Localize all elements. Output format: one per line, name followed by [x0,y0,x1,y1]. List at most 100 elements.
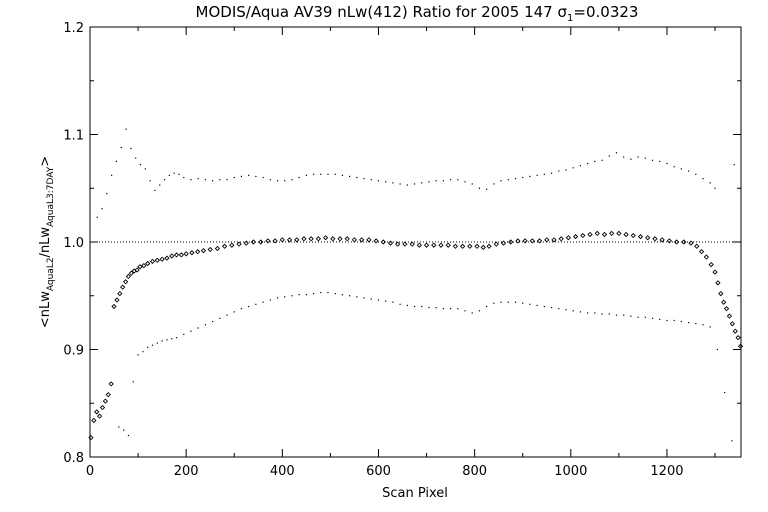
lower-envelope-point [695,323,697,325]
upper-envelope-point [406,184,408,186]
upper-envelope-point [464,181,466,183]
upper-envelope-point [190,179,192,181]
lower-envelope-point [702,324,704,326]
lower-envelope-point [421,305,423,308]
ratio-point [236,241,242,247]
lower-envelope-point [522,302,524,304]
ratio-point [508,239,514,245]
ratio-point [536,238,543,244]
ratio-point [423,242,430,248]
ratio-point [637,233,644,240]
x-tick-label: 800 [462,464,487,479]
y-tick-label: 0.9 [63,344,84,359]
lower-envelope-point [608,313,610,315]
lower-envelope-point [161,340,163,342]
lower-envelope-point [233,311,235,313]
lower-envelope-point [118,426,120,428]
upper-envelope-point [651,159,654,161]
ratio-point [108,381,114,387]
lower-envelope-point [240,308,243,310]
ratio-point [169,253,175,259]
upper-envelope-point [478,187,481,189]
lower-envelope-point [406,304,408,307]
upper-envelope-point [248,174,250,176]
ratio-point [416,242,422,248]
ratio-point [366,237,372,243]
upper-envelope-point [197,177,199,180]
ratio-point [315,236,322,242]
lower-envelope-point [579,311,582,313]
ratio-point [164,255,170,261]
lower-envelope-point [565,309,567,311]
upper-envelope-point [240,175,243,178]
upper-envelope-point [135,157,137,159]
ratio-point [729,321,735,327]
lower-envelope-point [327,291,329,294]
ratio-point [330,236,336,242]
ratio-point [322,235,329,241]
lower-envelope-point [442,308,444,310]
y-axis-label-mid: /nLw [38,227,53,258]
ratio-point [721,299,727,305]
y-tick-label: 0.8 [63,451,84,466]
ratio-point [265,238,271,244]
axis-ticks [89,26,741,458]
lower-envelope-point [471,312,473,314]
ratio-point [565,235,572,241]
upper-envelope-point [298,176,300,179]
ratio-point [572,233,579,240]
upper-envelope-point [226,179,228,181]
upper-envelope-point [111,174,113,176]
ratio-point [723,306,730,312]
upper-envelope-point [212,180,214,182]
upper-envelope-point [385,181,387,183]
ratio-point [666,238,672,244]
lower-envelope-point [219,317,221,319]
ratio-point [195,249,201,255]
upper-envelope-point [363,177,365,180]
upper-envelope-point [486,188,488,190]
ratio-point [387,240,394,246]
ratio-point [183,251,189,257]
upper-envelope-point [115,160,118,162]
lower-envelope-point [349,295,351,297]
upper-envelope-point [637,156,639,158]
upper-envelope-point [144,168,146,170]
upper-envelope-point [334,173,336,175]
lower-envelope-point [262,301,264,303]
ratio-point [149,258,156,264]
lower-envelope-point [615,314,618,316]
upper-envelope-point [125,128,127,130]
ratio-point [294,237,300,243]
lower-envelope-point [132,381,134,383]
lower-envelope-point [514,301,517,303]
ratio-point [522,238,528,244]
upper-envelope-point [630,158,632,160]
ratio-point [623,231,629,238]
lower-envelope-point [716,348,719,351]
ratio-point [402,241,408,247]
ratio-point [301,236,307,242]
upper-envelope-point [178,173,180,175]
upper-envelope-point [159,184,161,186]
ratio-point [544,237,550,243]
lower-envelope-point [197,327,199,329]
x-tick-label: 400 [270,464,295,479]
upper-envelope-point [183,176,185,179]
upper-envelope-point [536,174,538,176]
upper-envelope-point [644,157,646,159]
upper-envelope-point [702,177,704,180]
ratio-point [715,280,721,286]
ratio-point [94,409,100,415]
lower-envelope-point [572,310,574,312]
ratio-point [480,244,486,251]
lower-envelope-point [464,310,466,312]
upper-envelope-point [680,168,682,170]
upper-envelope-point [601,159,603,161]
upper-envelope-point [96,216,98,218]
lower-envelope-point [175,337,178,339]
lower-envelope-point [687,322,690,324]
ratio-point [122,279,129,285]
lower-envelope-point [123,429,125,431]
upper-envelope-point [587,162,589,165]
